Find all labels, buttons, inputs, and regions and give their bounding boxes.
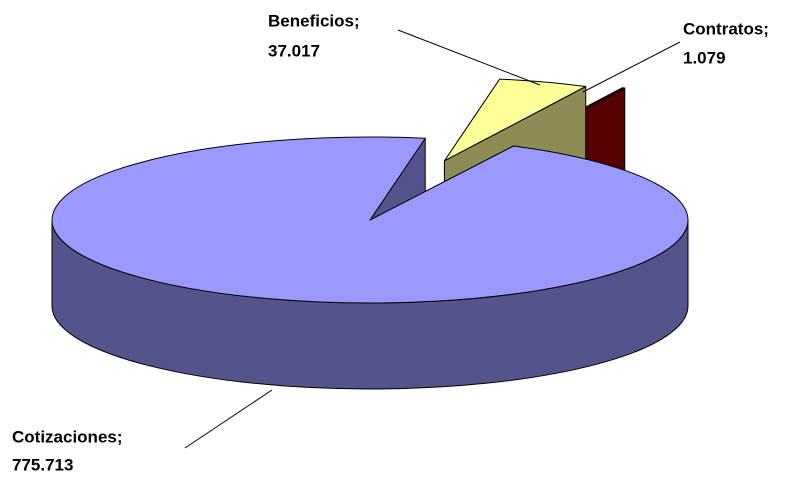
- value-label: 1.079: [683, 48, 726, 67]
- value-label: 37.017: [268, 41, 320, 60]
- leader-line: [582, 41, 681, 93]
- slice-label: Cotizaciones;: [12, 427, 123, 446]
- slice: [443, 78, 587, 162]
- slice-label: Contratos;: [683, 19, 769, 38]
- leader-line: [184, 389, 273, 449]
- slice-label: Beneficios;: [268, 11, 360, 30]
- slice: [51, 136, 689, 304]
- value-label: 775.713: [12, 455, 73, 474]
- leader-line: [397, 29, 541, 86]
